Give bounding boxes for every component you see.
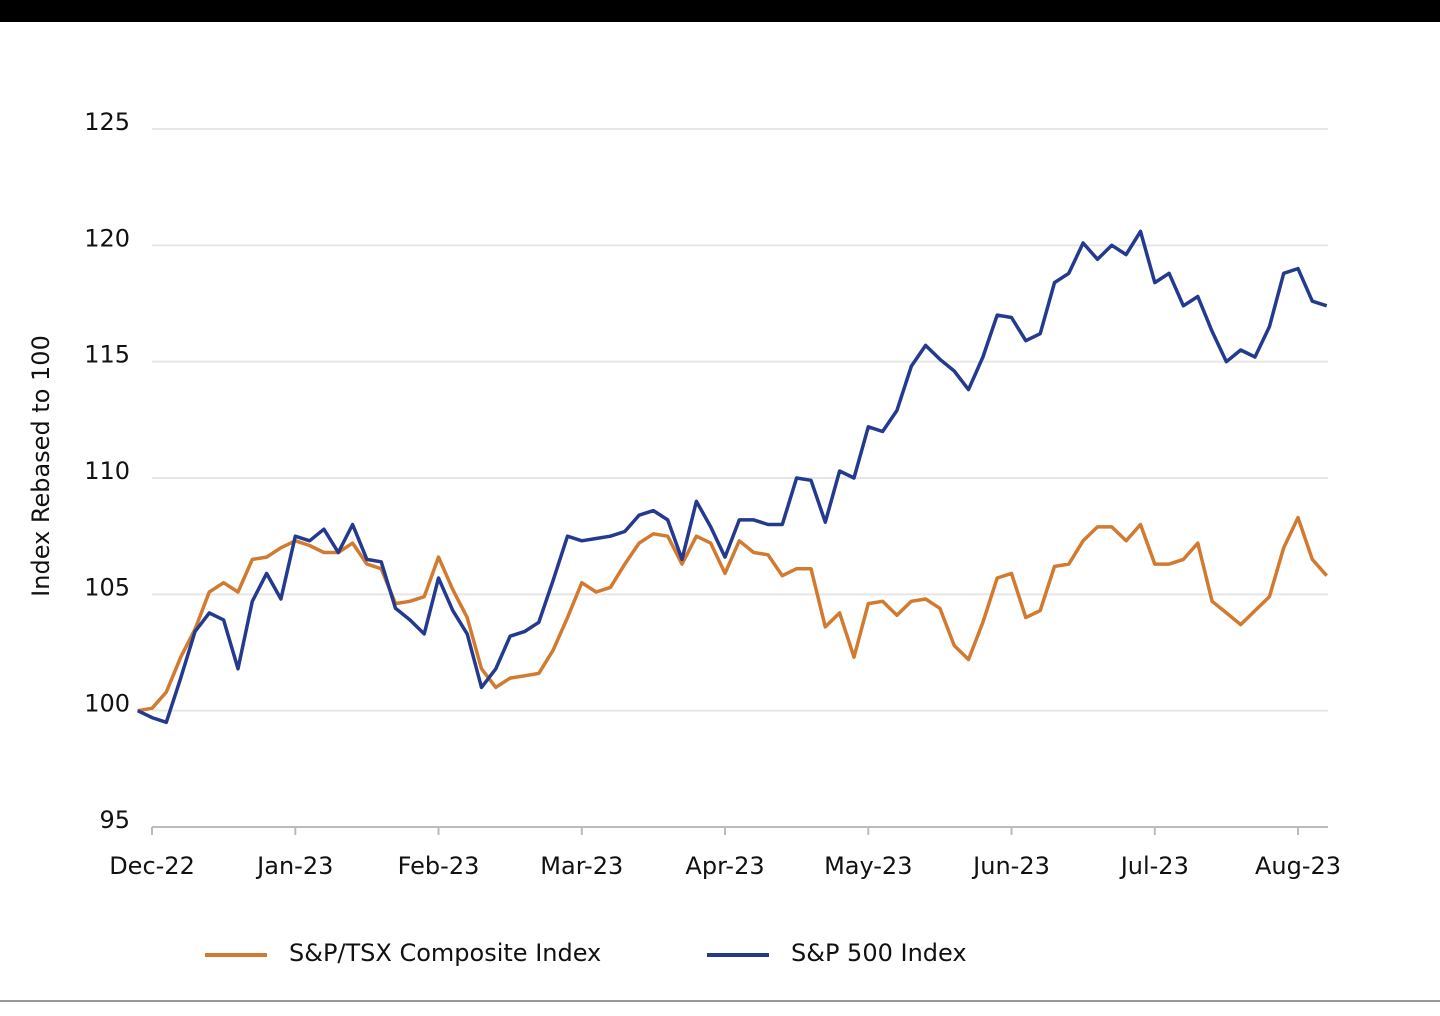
legend-label: S&P/TSX Composite Index bbox=[289, 939, 601, 967]
top-bar bbox=[0, 0, 1440, 22]
y-tick-label: 120 bbox=[84, 224, 130, 252]
y-axis-label: Index Rebased to 100 bbox=[27, 335, 55, 597]
series-line bbox=[136, 229, 1328, 725]
x-tick-label: Feb-23 bbox=[398, 852, 480, 880]
x-tick-label: Aug-23 bbox=[1255, 852, 1341, 880]
x-tick-label: Apr-23 bbox=[685, 852, 764, 880]
y-tick-label: 125 bbox=[84, 108, 130, 136]
y-tick-label: 105 bbox=[84, 573, 130, 601]
x-tick-label: Mar-23 bbox=[540, 852, 623, 880]
x-tick-label: Dec-22 bbox=[109, 852, 195, 880]
y-tick-label: 115 bbox=[84, 341, 130, 369]
x-tick-label: Jun-23 bbox=[971, 852, 1050, 880]
x-tick-label: Jan-23 bbox=[255, 852, 333, 880]
series-line bbox=[137, 515, 1329, 713]
x-tick-label: May-23 bbox=[824, 852, 912, 880]
legend-label: S&P 500 Index bbox=[791, 939, 967, 967]
y-tick-label: 110 bbox=[84, 457, 130, 485]
x-tick-label: Jul-23 bbox=[1119, 852, 1189, 880]
y-tick-label: 100 bbox=[84, 690, 130, 718]
y-tick-label: 95 bbox=[99, 806, 130, 834]
